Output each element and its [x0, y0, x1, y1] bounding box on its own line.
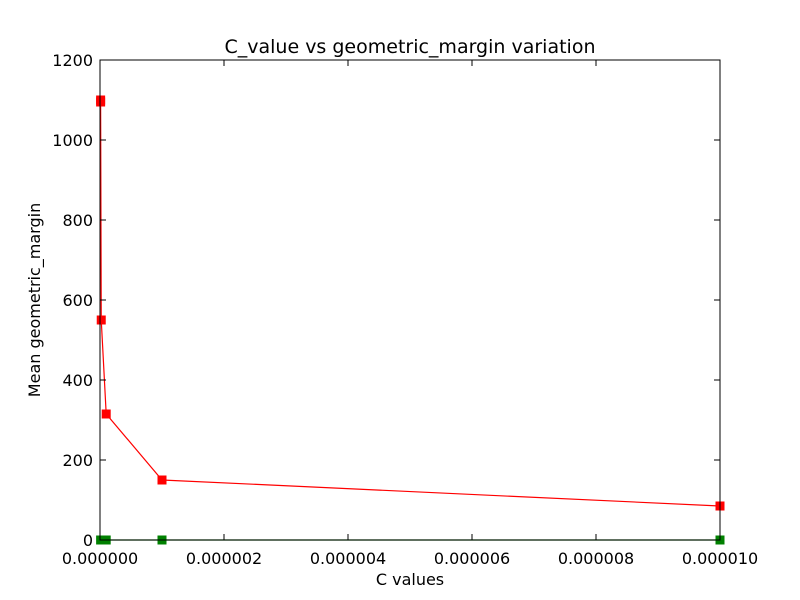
series-1-point — [101, 409, 111, 419]
x-axis-label: C values — [376, 570, 444, 589]
y-tick-label: 200 — [62, 451, 93, 470]
x-tick-label: 0.000006 — [434, 549, 510, 568]
series-1-point — [96, 315, 106, 325]
x-tick-label: 0.000004 — [310, 549, 386, 568]
y-axis: 0 200 400 600 800 1000 1200 — [52, 51, 720, 550]
y-tick-label: 1000 — [52, 131, 93, 150]
x-axis: 0.000000 0.000002 0.000004 0.000006 0.000008… — [62, 60, 758, 568]
x-tick-label: 0.000000 — [62, 549, 138, 568]
y-tick-label: 800 — [62, 211, 93, 230]
y-tick-label: 1200 — [52, 51, 93, 70]
y-tick-label: 600 — [62, 291, 93, 310]
y-tick-label: 400 — [62, 371, 93, 390]
x-tick-label: 0.000008 — [558, 549, 634, 568]
y-tick-label: 0 — [83, 531, 93, 550]
series-1-point — [157, 475, 167, 485]
x-tick-label: 0.000002 — [186, 549, 262, 568]
x-tick-label: 0.000010 — [682, 549, 758, 568]
series-1-point — [96, 97, 106, 107]
y-axis-label: Mean geometric_margin — [25, 203, 45, 397]
chart-title: C_value vs geometric_margin variation — [224, 36, 595, 58]
